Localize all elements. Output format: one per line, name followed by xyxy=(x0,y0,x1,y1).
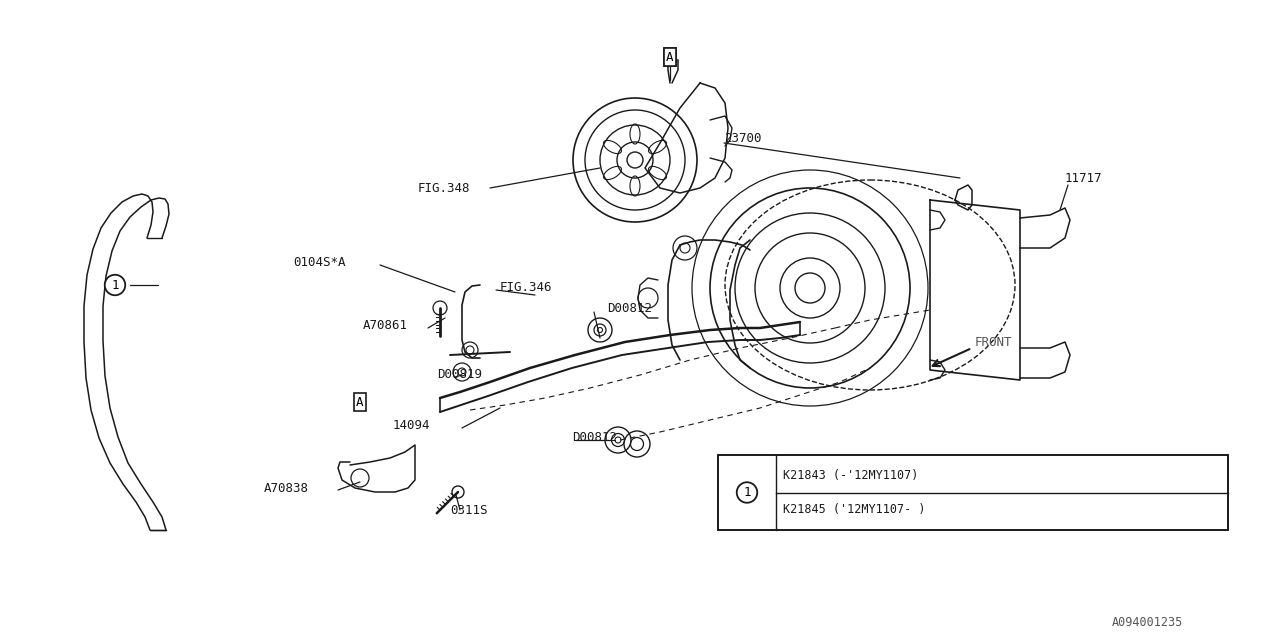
Text: K21845 ('12MY1107- ): K21845 ('12MY1107- ) xyxy=(783,503,925,516)
Text: 1: 1 xyxy=(744,486,751,499)
Text: 0311S: 0311S xyxy=(451,504,488,516)
Text: D00819: D00819 xyxy=(436,367,483,381)
Text: 11717: 11717 xyxy=(1065,172,1102,184)
Text: 1: 1 xyxy=(111,278,119,291)
Text: FIG.346: FIG.346 xyxy=(500,280,553,294)
Circle shape xyxy=(433,301,447,315)
Circle shape xyxy=(434,302,445,314)
Text: A: A xyxy=(667,51,673,63)
Text: A: A xyxy=(356,396,364,408)
Text: FRONT: FRONT xyxy=(975,335,1012,349)
Text: A70861: A70861 xyxy=(364,319,408,332)
Bar xyxy=(718,455,1228,530)
Text: K21843 (-'12MY1107): K21843 (-'12MY1107) xyxy=(783,468,918,482)
Text: A: A xyxy=(667,51,673,63)
Circle shape xyxy=(452,486,465,498)
Text: D00812: D00812 xyxy=(607,301,652,314)
Text: FIG.348: FIG.348 xyxy=(419,182,471,195)
Text: 14094: 14094 xyxy=(393,419,430,431)
Text: 0104S*A: 0104S*A xyxy=(293,255,346,269)
Text: 23700: 23700 xyxy=(724,131,762,145)
Text: A094001235: A094001235 xyxy=(1112,616,1183,628)
Text: A70838: A70838 xyxy=(264,481,308,495)
Text: D00812: D00812 xyxy=(572,431,617,444)
